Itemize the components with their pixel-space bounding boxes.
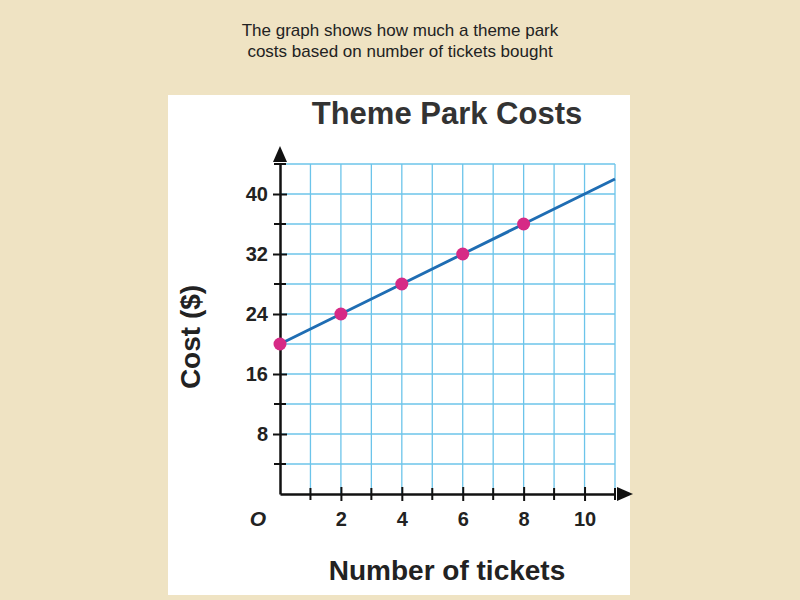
- x-tick-label: 6: [458, 508, 469, 530]
- y-tick: 16: [246, 363, 287, 385]
- y-tick-label: 40: [246, 183, 268, 205]
- grid-line-y: [280, 403, 615, 404]
- x-axis-arrow: [617, 487, 633, 501]
- data-point: [517, 218, 530, 231]
- x-minor-tick: [370, 488, 372, 500]
- y-tick-label: 16: [246, 363, 268, 385]
- grid-line-x: [493, 164, 494, 494]
- y-tick: 24: [246, 303, 287, 325]
- grid-line-y: [280, 343, 615, 344]
- x-tick-mark: [462, 487, 464, 501]
- data-line: [280, 179, 615, 344]
- x-tick-mark: [523, 487, 525, 501]
- x-minor-tick: [431, 488, 433, 500]
- grid-line-x: [523, 164, 524, 494]
- grid: [280, 164, 615, 494]
- grid-line-y: [280, 283, 615, 284]
- x-minor-tick: [614, 488, 616, 500]
- y-minor-tick: [274, 403, 286, 405]
- y-tick-mark: [273, 194, 287, 196]
- grid-line-y: [280, 223, 615, 224]
- x-tick-label: 8: [519, 508, 530, 530]
- y-tick-mark: [273, 374, 287, 376]
- chart-panel: [168, 95, 630, 595]
- x-minor-tick: [492, 488, 494, 500]
- grid-line-y: [280, 463, 615, 464]
- data-point: [395, 278, 408, 291]
- y-minor-tick: [274, 463, 286, 465]
- plot-area: [274, 179, 616, 351]
- grid-line-x: [371, 164, 372, 494]
- grid-line-y: [280, 433, 615, 434]
- x-axis: 2 4 6 8 10: [281, 487, 616, 530]
- grid-line-x: [462, 164, 463, 494]
- y-tick-mark: [273, 314, 287, 316]
- x-tick: 4: [397, 487, 409, 530]
- data-point: [334, 308, 347, 321]
- grid-line-y: [280, 253, 615, 254]
- grid-line-y: [280, 313, 615, 314]
- data-point: [274, 338, 287, 351]
- x-tick-label: 2: [336, 508, 347, 530]
- grid-line-x: [401, 164, 402, 494]
- data-point: [456, 248, 469, 261]
- y-minor-tick: [274, 283, 286, 285]
- grid-line-x: [340, 164, 341, 494]
- caption-line: The graph shows how much a theme park: [242, 21, 559, 40]
- y-tick-label: 32: [246, 243, 268, 265]
- y-tick-label: 24: [246, 303, 269, 325]
- y-axis-arrow: [273, 146, 287, 162]
- chart: The graph shows how much a theme park cos…: [0, 0, 800, 600]
- grid-line-y: [280, 193, 615, 194]
- x-tick: 2: [336, 487, 347, 530]
- x-minor-tick: [553, 488, 555, 500]
- x-minor-tick: [309, 488, 311, 500]
- x-tick-mark: [340, 487, 342, 501]
- y-axis-label: Cost ($): [175, 285, 206, 389]
- grid-line-x: [584, 164, 585, 494]
- y-tick: 32: [246, 243, 287, 265]
- y-axis: 8 16 24 32 40: [246, 165, 287, 495]
- grid-line-y: [280, 163, 615, 164]
- x-axis-line: [281, 493, 616, 496]
- y-tick: 8: [257, 423, 287, 445]
- x-tick-mark: [584, 487, 586, 501]
- caption: The graph shows how much a theme park cos…: [242, 21, 559, 61]
- y-tick-mark: [273, 434, 287, 436]
- background: [0, 0, 800, 600]
- x-tick-label: 10: [574, 508, 596, 530]
- y-minor-tick: [274, 163, 286, 165]
- y-axis-line: [279, 165, 282, 495]
- x-tick: 10: [574, 487, 596, 530]
- title: Theme Park Costs: [312, 96, 583, 131]
- x-tick-label: 4: [397, 508, 409, 530]
- x-tick: 8: [519, 487, 530, 530]
- y-tick-label: 8: [257, 423, 268, 445]
- grid-line-x: [614, 164, 615, 494]
- x-axis-label: Number of tickets: [329, 555, 566, 586]
- x-tick: 6: [458, 487, 469, 530]
- grid-line-y: [280, 373, 615, 374]
- grid-line-x: [432, 164, 433, 494]
- x-tick-mark: [401, 487, 403, 501]
- grid-line-x: [553, 164, 554, 494]
- y-tick-mark: [273, 254, 287, 256]
- y-tick: 40: [246, 183, 287, 205]
- caption-line: costs based on number of tickets bought: [247, 42, 553, 61]
- y-minor-tick: [274, 223, 286, 225]
- origin-label: O: [250, 507, 266, 530]
